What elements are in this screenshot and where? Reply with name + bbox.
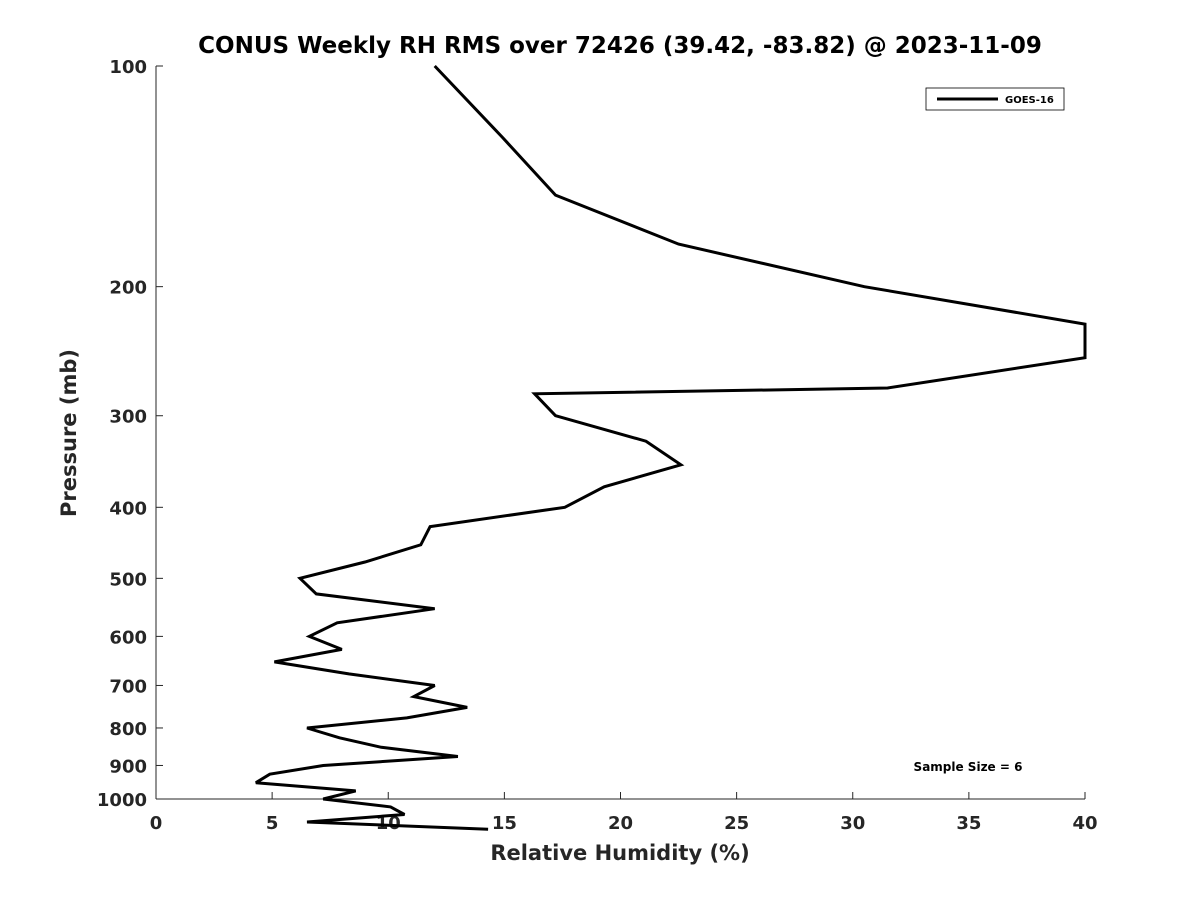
x-axis-ticks: 0 5 10 15 20 25 30 35 40 [150, 792, 1098, 834]
y-tick-label: 1000 [97, 790, 147, 811]
x-tick-label: 30 [840, 813, 865, 834]
y-tick-label: 400 [109, 498, 147, 519]
y-tick-label: 800 [109, 719, 147, 740]
x-tick-label: 20 [608, 813, 633, 834]
y-tick-label: 900 [109, 756, 147, 777]
sample-size-annotation: Sample Size = 6 [914, 760, 1023, 774]
x-tick-label: 5 [266, 813, 279, 834]
legend-label-goes-16: GOES-16 [1005, 95, 1054, 106]
x-tick-label: 0 [150, 813, 163, 834]
y-tick-label: 700 [109, 676, 147, 697]
x-tick-label: 10 [376, 813, 401, 834]
y-tick-label: 600 [109, 627, 147, 648]
x-tick-label: 40 [1072, 813, 1097, 834]
series-line-goes-16 [255, 64, 1087, 831]
chart-title: CONUS Weekly RH RMS over 72426 (39.42, -… [198, 33, 1042, 59]
y-axis-label: Pressure (mb) [57, 349, 81, 517]
y-axis-ticks: 100 200 300 400 500 600 700 800 900 1000 [97, 57, 163, 811]
legend: GOES-16 [925, 87, 1065, 111]
y-tick-label: 100 [109, 57, 147, 78]
series-layer [255, 64, 1087, 831]
x-tick-label: 25 [724, 813, 749, 834]
x-axis-label: Relative Humidity (%) [490, 841, 749, 865]
x-tick-label: 35 [956, 813, 981, 834]
y-tick-label: 300 [109, 407, 147, 428]
x-tick-label: 15 [492, 813, 517, 834]
y-tick-label: 200 [109, 278, 147, 299]
y-tick-label: 500 [109, 569, 147, 590]
